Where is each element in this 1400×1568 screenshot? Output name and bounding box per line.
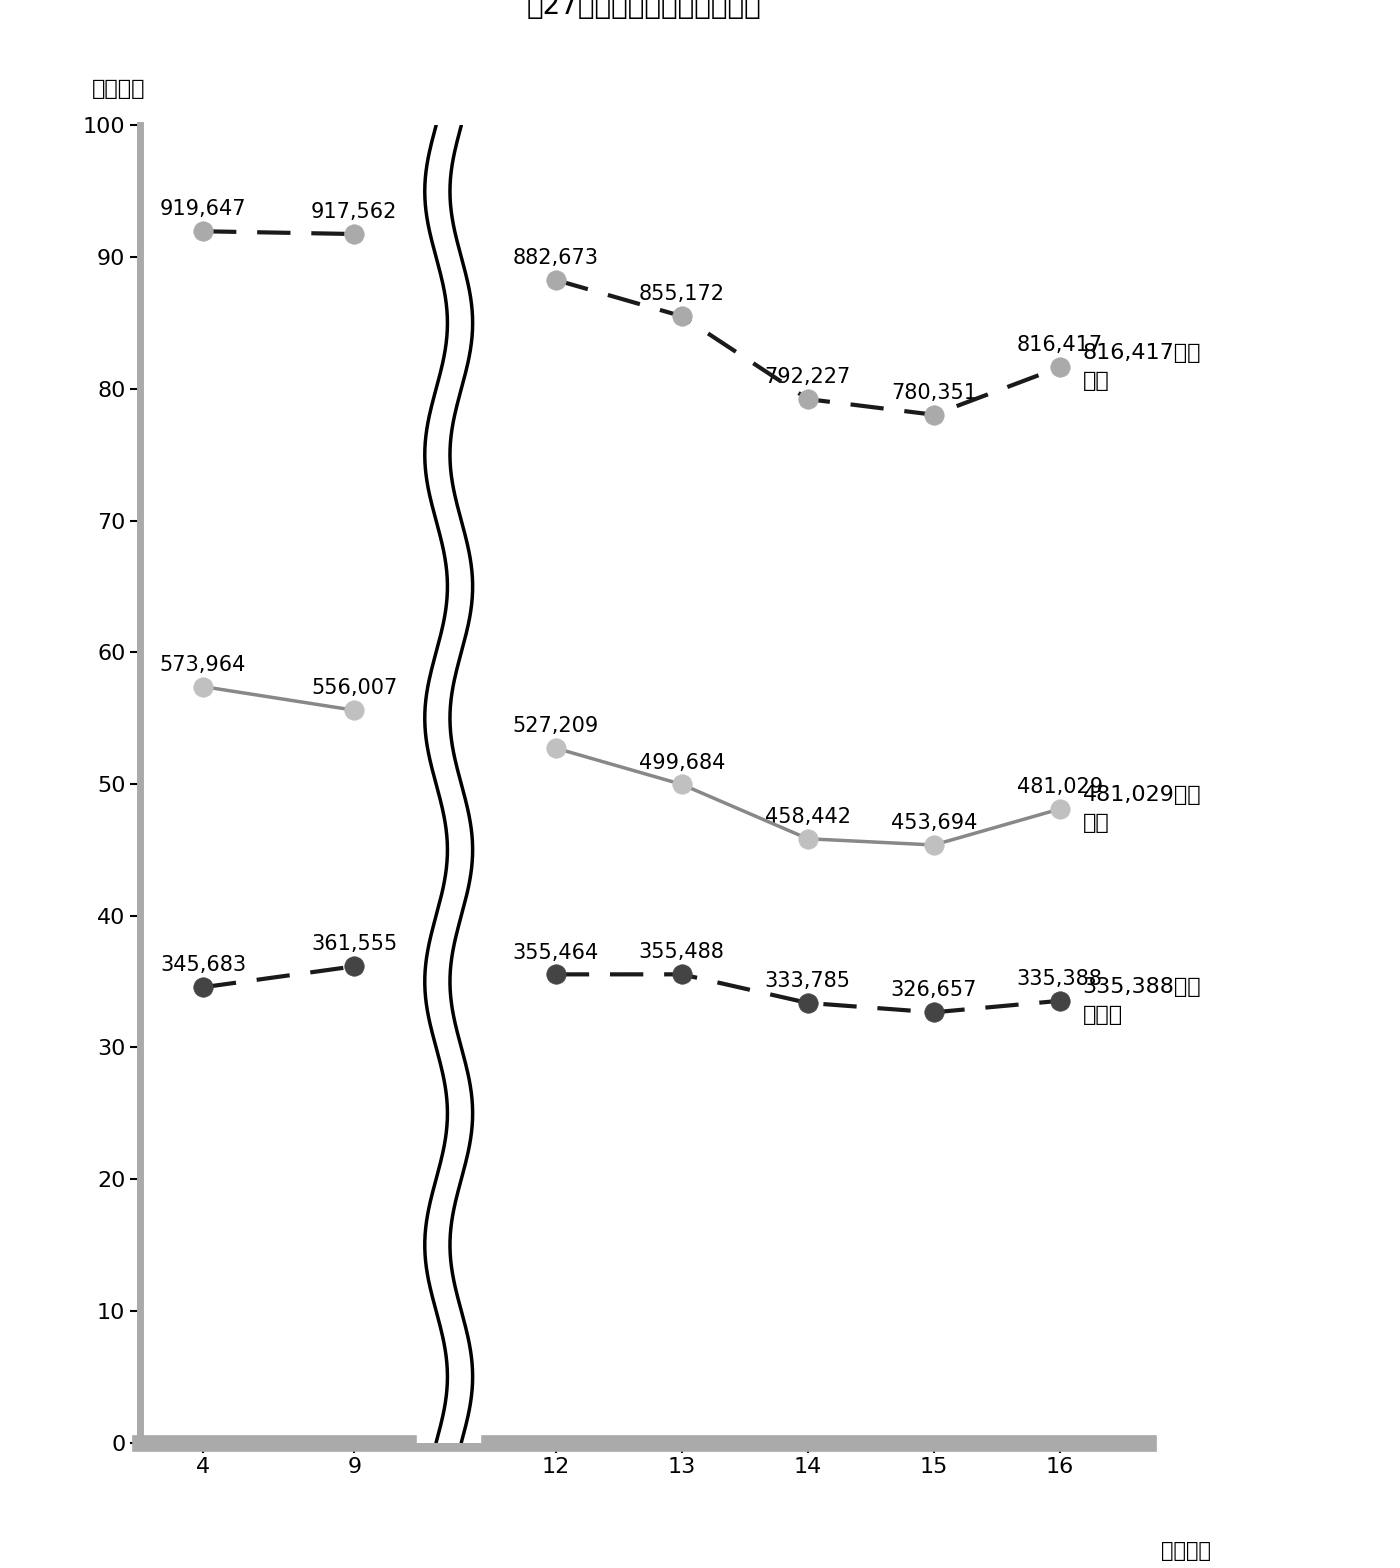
Text: 458,442: 458,442: [764, 808, 851, 826]
Text: 917,562: 917,562: [311, 202, 398, 223]
Bar: [417, 125, 480, 1443]
Text: 499,684: 499,684: [638, 753, 725, 773]
Text: （年度）: （年度）: [1161, 1541, 1211, 1562]
Text: 345,683: 345,683: [160, 955, 246, 975]
Text: 453,694: 453,694: [890, 814, 977, 833]
Text: 326,657: 326,657: [890, 980, 977, 1000]
Text: 573,964: 573,964: [160, 655, 246, 674]
Text: 481,029億円: 481,029億円: [1082, 786, 1201, 804]
Text: 355,488: 355,488: [638, 942, 725, 963]
Text: 816,417: 816,417: [1016, 336, 1103, 356]
Text: 816,417億円: 816,417億円: [1082, 343, 1201, 364]
Text: 527,209: 527,209: [512, 717, 599, 737]
Text: 合計: 合計: [1082, 372, 1109, 390]
Text: 335,388: 335,388: [1016, 969, 1103, 989]
Text: 地方税: 地方税: [1082, 1005, 1123, 1025]
Text: 333,785: 333,785: [764, 971, 851, 991]
Text: 481,029: 481,029: [1016, 778, 1103, 797]
Text: 780,351: 780,351: [890, 383, 977, 403]
Text: 919,647: 919,647: [160, 199, 246, 220]
Text: 882,673: 882,673: [512, 248, 599, 268]
Text: 556,007: 556,007: [311, 679, 398, 698]
Text: 第27図　国税と地方税の推移: 第27図 国税と地方税の推移: [526, 0, 762, 20]
Text: 361,555: 361,555: [311, 935, 398, 955]
Text: 335,388億円: 335,388億円: [1082, 977, 1201, 997]
Text: 792,227: 792,227: [764, 367, 851, 387]
Text: （兆円）: （兆円）: [92, 78, 146, 99]
Text: 国税: 国税: [1082, 812, 1109, 833]
Text: 355,464: 355,464: [512, 942, 599, 963]
Text: 855,172: 855,172: [638, 284, 725, 304]
